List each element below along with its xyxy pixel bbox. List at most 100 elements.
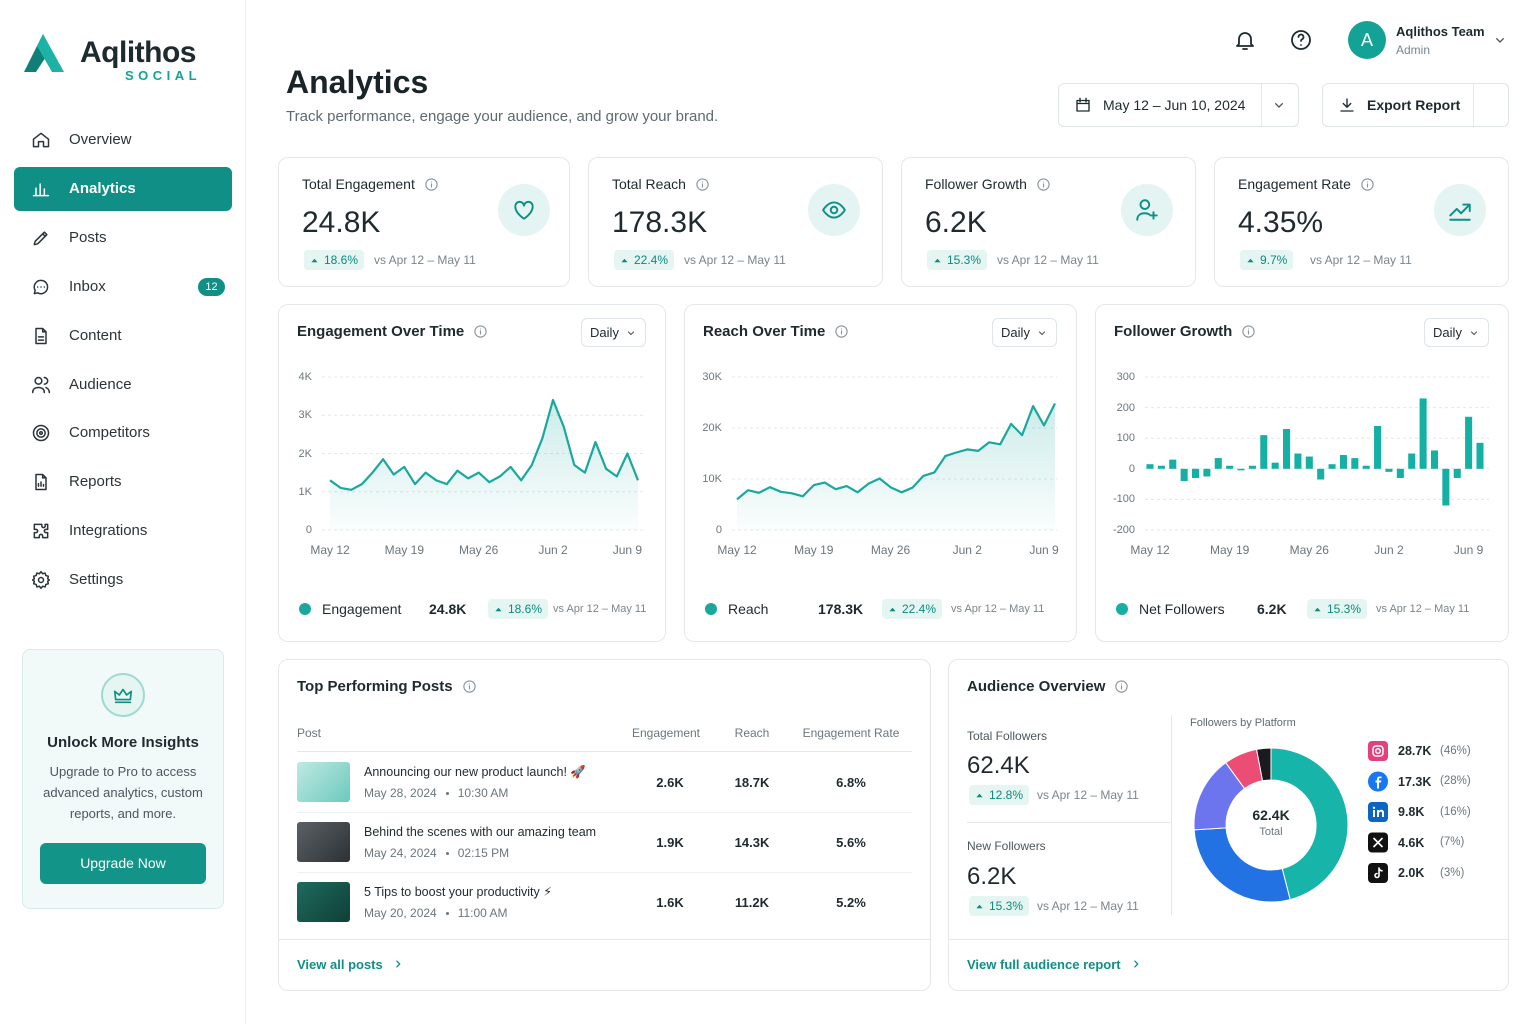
change-pill: 18.6%: [488, 599, 549, 619]
chevron-right: [1133, 960, 1139, 968]
crown-icon: [113, 688, 133, 704]
change-pill: 12.8%: [969, 785, 1030, 805]
change-pill: 15.3%: [1307, 599, 1368, 619]
y-tick-label: 30K: [702, 371, 722, 383]
dropdown-chevron: [1038, 330, 1046, 335]
x-tick-label: May 19: [384, 543, 425, 557]
up-arrow: [889, 607, 896, 611]
y-tick-label: 0: [305, 524, 312, 536]
info-icon: [474, 324, 487, 338]
nav-label: Content: [69, 326, 122, 344]
x-tick-label: May 12: [1130, 543, 1170, 557]
post-title: 5 Tips to boost your productivity ⚡: [364, 885, 553, 899]
post-date: May 24, 2024: [364, 846, 437, 860]
nav-icon-shape: [31, 376, 51, 393]
nav-icon: [32, 183, 50, 197]
y-tick-label: -100: [1112, 493, 1135, 506]
meta-dot: [445, 911, 449, 915]
column-header: Post: [297, 726, 322, 740]
change-pill: 15.3%: [969, 896, 1030, 916]
audience-card: [948, 659, 1509, 991]
kpi-label: Engagement Rate: [1238, 176, 1351, 192]
date-chevron-shape: [1275, 103, 1283, 108]
change-pill: 9.7%: [1240, 250, 1294, 270]
kpi-period: vs Apr 12 – May 11: [684, 253, 786, 267]
y-tick-label: 3K: [298, 409, 312, 422]
post-time: 10:30 AM: [457, 786, 509, 800]
post-rate: 5.2%: [836, 894, 866, 910]
audience-footer-line: [949, 939, 1508, 940]
user-role: Admin: [1396, 43, 1431, 57]
platform-count: 28.7K: [1398, 744, 1432, 758]
nav-label: Audience: [69, 375, 132, 393]
nav-icon: [33, 523, 49, 539]
brand-tagline: SOCIAL: [125, 67, 202, 83]
chart-card: [1095, 304, 1509, 642]
platform-count: 4.6K: [1398, 835, 1425, 850]
kpi-label-row: Total Engagement: [302, 174, 439, 194]
interval-label: Daily: [590, 325, 619, 340]
nav-icon-shape: [32, 425, 50, 442]
y-tick-label: 200: [1116, 401, 1135, 414]
logo-shape: [37, 34, 64, 72]
chart-total: 24.8K: [429, 601, 467, 617]
page-title: Analytics: [286, 64, 429, 100]
dropdown-chevron-shape: [1038, 330, 1046, 335]
up-arrow-shape: [1247, 258, 1254, 262]
new-followers: 6.2K: [967, 862, 1017, 890]
info-icon-shape: [1361, 177, 1374, 191]
link[interactable]: View full audience report: [967, 954, 1143, 974]
audience-vdivider: [1171, 715, 1172, 915]
x-tick-label: May 26: [459, 543, 499, 557]
chart-title-row: Reach Over Time: [703, 321, 849, 341]
change-value: 12.8%: [989, 788, 1024, 802]
interval-dropdown[interactable]: Daily: [581, 318, 646, 347]
chevron-right-shape: [395, 960, 401, 968]
post-time: 11:00 AM: [457, 906, 508, 920]
dropdown-chevron: [1470, 330, 1478, 335]
nav-label: Competitors: [69, 424, 150, 442]
interval-label: Daily: [1433, 325, 1462, 340]
export-button[interactable]: [1322, 83, 1509, 127]
y-tick-label: -200: [1112, 524, 1135, 536]
dropdown-chevron-shape: [627, 330, 635, 335]
kpi-icon-shape: [822, 201, 846, 219]
kpi-icon-shape: [1449, 203, 1471, 221]
chart-card: [684, 304, 1077, 642]
interval-dropdown[interactable]: Daily: [1424, 318, 1489, 347]
up-arrow-shape: [976, 793, 983, 797]
new-followers-label: New Followers: [967, 839, 1046, 853]
link[interactable]: View all posts: [297, 954, 405, 974]
nav-label: Posts: [69, 228, 107, 246]
nav-item[interactable]: [14, 166, 232, 211]
interval-dropdown[interactable]: Daily: [992, 318, 1057, 347]
kpi-value: 178.3K: [612, 205, 708, 239]
y-tick-label: 0: [715, 524, 722, 536]
change-value: 18.6%: [508, 602, 543, 616]
audience-title-row: Audience Overview: [967, 676, 1129, 696]
platform-share: (7%): [1440, 836, 1465, 848]
up-arrow: [311, 258, 318, 262]
kpi-icon-bg: [1434, 184, 1486, 236]
legend-label: Engagement: [322, 601, 402, 617]
export-label: Export Report: [1367, 97, 1461, 113]
chart-period: vs Apr 12 – May 11: [553, 603, 647, 615]
date-picker[interactable]: [1058, 83, 1299, 127]
kpi-icon: [1136, 199, 1158, 221]
legend-label: Net Followers: [1139, 601, 1225, 617]
change-pill: 15.3%: [927, 250, 988, 270]
donut-title: Followers by Platform: [1190, 717, 1296, 729]
user-menu-chevron: [1496, 38, 1504, 43]
posts-card: [278, 659, 931, 991]
y-tick-label: 4K: [298, 371, 312, 383]
nav-badge: 12: [198, 277, 225, 296]
post-reach: 11.2K: [735, 894, 769, 910]
post-rate: 5.6%: [836, 834, 866, 850]
chart-total: 178.3K: [818, 601, 864, 617]
help-icon-shape: [1291, 30, 1311, 50]
upgrade-button[interactable]: Upgrade Now: [40, 843, 206, 884]
download-icon: [1340, 98, 1354, 112]
nav-icon: [33, 231, 48, 246]
